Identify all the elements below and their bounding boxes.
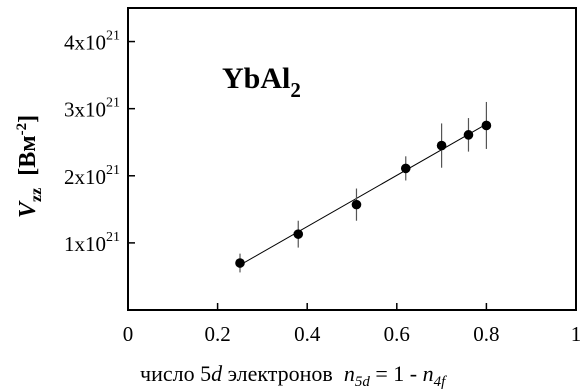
y-tick-mantissa: 2x10 [64,165,106,189]
xlabel-n1: n [344,361,355,386]
data-point [463,130,474,140]
x-tick-label: 0.2 [204,322,230,346]
ylabel-unit-sup: -2 [14,123,30,136]
data-point [481,120,492,131]
data-point [436,140,447,151]
compound-annotation: YbAl2 [222,62,301,102]
xlabel-d: d [211,361,223,386]
x-ticks: 0 0.2 0.4 0.6 0.8 1 [123,303,582,346]
y-tick-label: 4x1021 [64,29,120,55]
y-tick-exponent: 21 [106,230,120,245]
xlabel-n1sub: 5d [355,374,371,390]
xlabel-suffix: электронов [222,361,344,386]
plot-frame [127,7,577,311]
xlabel-prefix: число [140,361,200,386]
ylabel-vsub: zz [28,188,45,202]
y-tick-mantissa: 4x10 [64,31,106,55]
x-tick-label: 0 [123,322,134,346]
data-point [293,229,304,239]
ylabel-unit-close: ] [15,115,41,123]
fit-line [239,123,487,266]
xlabel-n2sub: 4f [434,374,448,390]
y-tick-exponent: 21 [106,96,120,111]
ylabel-unit-open: [Вм [15,135,41,187]
y-axis-title: Vzz [Вм-2] [14,115,45,218]
x-axis-title: число 5d электронов n5d = 1 - n4f [140,361,447,390]
error-bars [239,101,487,273]
xlabel-n2: n [423,361,434,386]
ylabel-v: V [15,200,41,218]
y-tick-label: 2x1021 [64,163,120,189]
data-point [351,199,362,210]
x-tick-label: 0.6 [384,322,410,346]
y-tick-mantissa: 1x10 [64,232,106,256]
y-tick-exponent: 21 [106,29,120,44]
y-tick-label: 3x1021 [64,96,120,122]
x-tick-label: 0.8 [473,322,499,346]
y-tick-exponent: 21 [106,163,120,178]
data-points [235,120,492,268]
y-tick-label: 1x1021 [64,230,120,256]
annotation-sub: 2 [290,78,301,102]
y-tick-mantissa: 3x10 [64,98,106,122]
xlabel-eq: = 1 - [370,361,423,386]
x-tick-label: 0.4 [294,322,321,346]
data-point [400,163,411,174]
x-tick-label: 1 [571,322,582,346]
data-point [235,258,245,268]
xlabel-num: 5 [200,361,211,386]
annotation-main: YbAl [222,62,290,95]
